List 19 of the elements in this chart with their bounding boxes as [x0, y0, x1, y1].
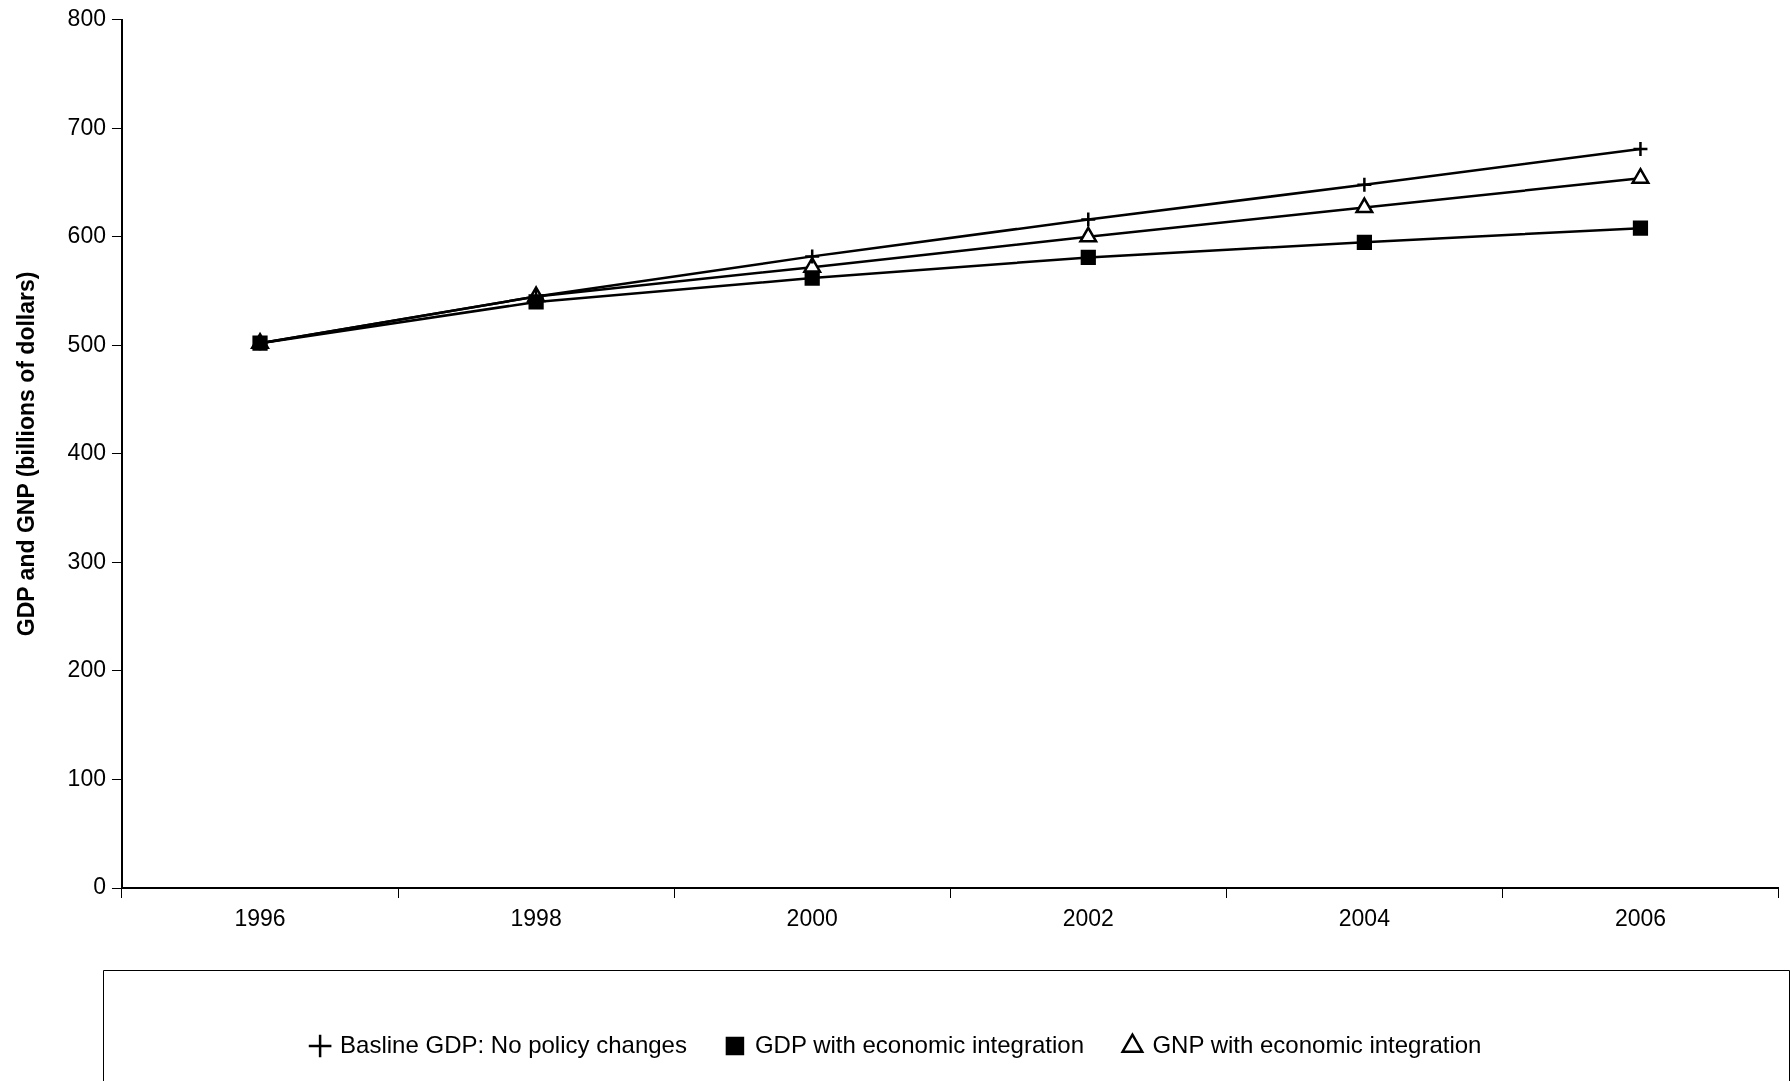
y-axis-title: GDP and GNP (billions of dollars): [13, 271, 40, 637]
x-tick-label: 2000: [786, 905, 838, 932]
y-tick-label: 500: [67, 330, 106, 357]
x-tick-label: 1996: [234, 905, 286, 932]
y-tick-label: 600: [67, 222, 106, 249]
x-tick-label: 1998: [510, 905, 562, 932]
y-tick-label: 800: [67, 5, 106, 32]
legend-label: GDP with economic integration: [754, 1030, 1084, 1058]
y-tick-label: 100: [67, 764, 106, 791]
y-tick-label: 300: [67, 547, 106, 574]
y-tick-label: 200: [67, 656, 106, 683]
legend-label: Basline GDP: No policy changes: [340, 1030, 687, 1058]
y-tick-label: 700: [67, 113, 106, 140]
x-tick-label: 2006: [1614, 905, 1667, 932]
legend-label: GNP with economic integration: [1152, 1030, 1482, 1058]
y-tick-label: 400: [67, 439, 106, 466]
x-tick-label: 2004: [1338, 905, 1391, 932]
y-tick-label: 0: [93, 873, 106, 900]
x-tick-label: 2002: [1062, 905, 1114, 932]
